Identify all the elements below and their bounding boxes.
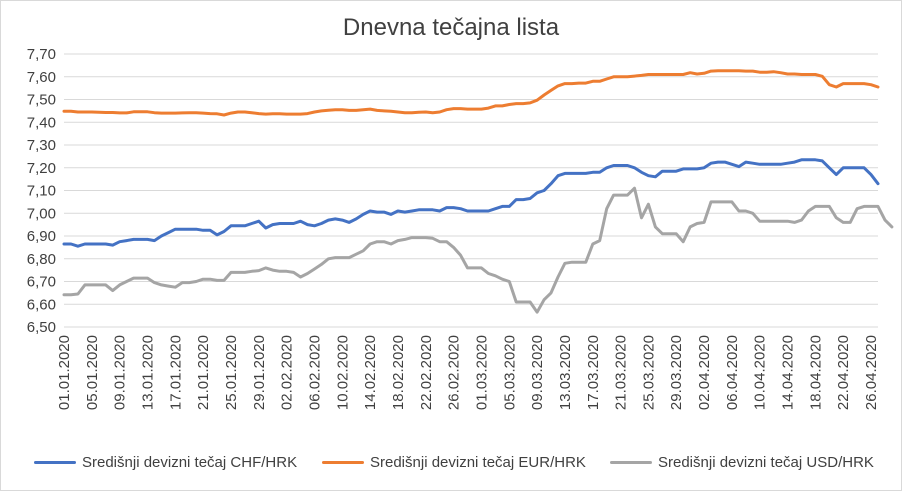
legend-swatch-eur [322,460,364,464]
legend-label-eur: Središnji devizni tečaj EUR/HRK [370,453,586,471]
legend-label-usd: Središnji devizni tečaj USD/HRK [658,453,874,471]
y-tick-label: 6,50 [27,319,56,336]
x-tick-label: 02.04.2020 [696,335,713,410]
x-tick-label: 22.02.2020 [418,335,435,410]
series-line-chf [62,158,880,248]
x-tick-label: 14.02.2020 [362,335,379,410]
x-tick-label: 09.01.2020 [112,335,129,410]
x-tick-label: 26.04.2020 [863,335,880,410]
x-tick-label: 13.01.2020 [139,335,156,410]
gridlines [64,53,878,328]
x-tick-label: 13.03.2020 [557,335,574,410]
x-axis-ticks: 01.01.2020 05.01.2020 09.01.2020 13.01.2020… [56,335,880,410]
legend-item-chf: Središnji devizni tečaj CHF/HRK [34,452,297,472]
legend-item-eur: Središnji devizni tečaj EUR/HRK [322,452,586,472]
x-tick-label: 14.04.2020 [780,335,797,410]
legend-label-chf: Središnji devizni tečaj CHF/HRK [82,453,298,471]
legend-swatch-usd [610,460,652,464]
x-tick-label: 06.04.2020 [724,335,741,410]
y-tick-label: 7,20 [27,160,56,177]
x-tick-label: 21.01.2020 [195,335,212,410]
y-tick-label: 7,40 [27,114,56,131]
x-tick-label: 18.02.2020 [390,335,407,410]
y-tick-label: 6,80 [27,251,56,268]
series-line-usd [62,186,894,314]
series-lines [62,69,894,314]
legend-item-usd: Središnji devizni tečaj USD/HRK [610,452,874,472]
x-tick-label: 01.01.2020 [56,335,73,410]
series-line-eur [62,69,880,117]
y-tick-label: 6,60 [27,296,56,313]
x-tick-label: 06.02.2020 [306,335,323,410]
x-tick-label: 02.02.2020 [279,335,296,410]
y-tick-label: 6,70 [27,274,56,291]
y-tick-label: 7,60 [27,69,56,86]
y-tick-label: 7,30 [27,137,56,154]
x-tick-label: 05.01.2020 [84,335,101,410]
legend: Središnji devizni tečaj CHF/HRK Središnj… [0,452,902,472]
y-axis-ticks: 6,50 6,60 6,70 6,80 6,90 7,00 7,10 7,20 7,30 7,40… [27,46,56,336]
chart-title: Dnevna tečajna lista [342,14,560,41]
x-tick-label: 17.03.2020 [585,335,602,410]
x-tick-label: 01.03.2020 [473,335,490,410]
y-tick-label: 7,10 [27,183,56,200]
y-tick-label: 7,00 [27,205,56,222]
y-tick-label: 6,90 [27,228,56,245]
x-tick-label: 05.03.2020 [501,335,518,410]
y-tick-label: 7,50 [27,92,56,109]
x-tick-label: 29.01.2020 [251,335,268,410]
x-tick-label: 25.03.2020 [640,335,657,410]
x-tick-label: 17.01.2020 [167,335,184,410]
x-tick-label: 10.04.2020 [752,335,769,410]
x-tick-label: 25.01.2020 [223,335,240,410]
x-tick-label: 26.02.2020 [446,335,463,410]
x-tick-label: 10.02.2020 [334,335,351,410]
x-tick-label: 21.03.2020 [613,335,630,410]
y-tick-label: 7,70 [27,46,56,63]
x-tick-label: 29.03.2020 [668,335,685,410]
x-tick-label: 22.04.2020 [835,335,852,410]
legend-swatch-chf [34,460,76,464]
x-tick-label: 09.03.2020 [529,335,546,410]
x-tick-label: 18.04.2020 [807,335,824,410]
